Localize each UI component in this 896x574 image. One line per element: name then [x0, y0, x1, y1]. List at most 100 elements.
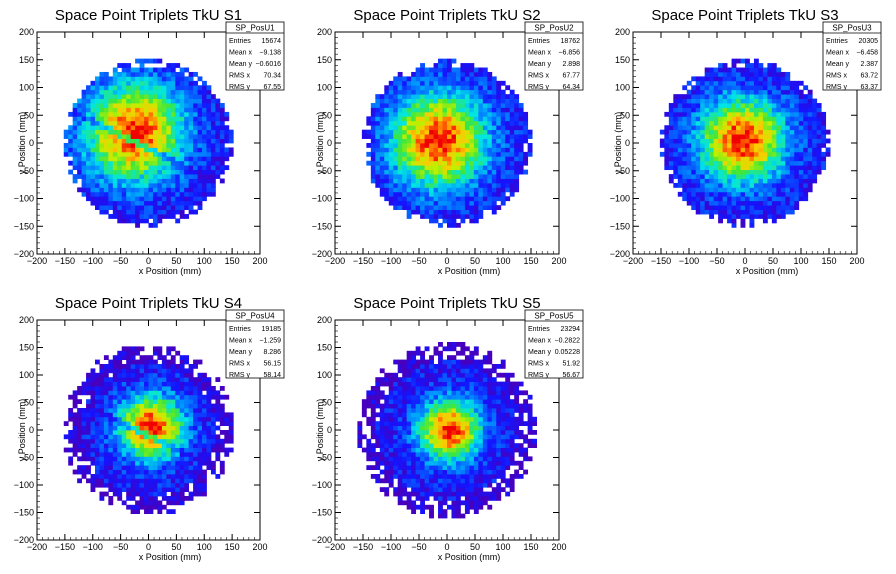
heatmap-cell [72, 165, 78, 171]
heatmap-cell [686, 191, 692, 197]
heatmap-cell [478, 143, 484, 148]
heatmap-cell [704, 209, 710, 215]
heatmap-cell [785, 178, 791, 184]
heatmap-cell [152, 359, 158, 365]
heatmap-cell [709, 169, 715, 175]
heatmap-cell [753, 129, 759, 135]
heatmap-cell [776, 165, 782, 171]
heatmap-cell [370, 430, 376, 435]
heatmap-cell [148, 71, 154, 77]
heatmap-cell [411, 191, 417, 197]
heatmap-cell [514, 143, 520, 148]
heatmap-cell [429, 182, 434, 188]
heatmap-cell [402, 111, 408, 117]
heatmap-cell [379, 120, 385, 126]
heatmap-cell [202, 443, 207, 448]
heatmap-cell [464, 156, 470, 162]
heatmap-cell [420, 143, 425, 148]
heatmap-cell [402, 116, 408, 122]
heatmap-cell [135, 191, 140, 197]
heatmap-cell [144, 474, 149, 479]
heatmap-cell [758, 71, 764, 77]
heatmap-cell [686, 151, 692, 157]
heatmap-cell [718, 129, 723, 135]
heatmap-cell [135, 408, 140, 413]
heatmap-cell [90, 456, 96, 462]
heatmap-cell [718, 85, 723, 91]
heatmap-cell [713, 85, 719, 91]
heatmap-cell [411, 94, 417, 99]
heatmap-cell [103, 200, 109, 206]
heatmap-cell [130, 111, 136, 117]
heatmap-cell [695, 103, 701, 108]
heatmap-cell [731, 67, 737, 73]
heatmap-cell [415, 129, 421, 135]
heatmap-cell [77, 478, 82, 484]
heatmap-cell [370, 390, 376, 396]
heatmap-cell [745, 71, 750, 77]
heatmap-cell [718, 196, 723, 202]
heatmap-cell [415, 151, 421, 157]
heatmap-cell [197, 478, 203, 484]
heatmap-cell [753, 147, 759, 153]
heatmap-cell [161, 474, 167, 479]
heatmap-cell [433, 134, 439, 139]
heatmap-cell [121, 456, 127, 462]
heatmap-cell [664, 151, 670, 157]
heatmap-cell [170, 214, 176, 219]
heatmap-cell [117, 452, 123, 457]
heatmap-cell [179, 478, 185, 484]
heatmap-cell [798, 165, 804, 171]
heatmap-cell [94, 465, 100, 470]
heatmap-cell [99, 372, 105, 378]
heatmap-cell [184, 76, 190, 82]
heatmap-cell [135, 447, 140, 453]
heatmap-cell [727, 218, 732, 224]
heatmap-cell [202, 447, 207, 453]
heatmap-cell [464, 98, 470, 104]
heatmap-cell [126, 67, 132, 73]
y-tick-label: −150 [14, 508, 34, 518]
heatmap-cell [411, 169, 417, 175]
heatmap-cell [117, 456, 123, 462]
heatmap-cell [175, 390, 181, 396]
heatmap-cell [126, 143, 132, 148]
heatmap-cell [668, 143, 674, 148]
heatmap-cell [228, 434, 234, 440]
heatmap-cell [677, 134, 683, 139]
heatmap-cell [722, 187, 728, 193]
heatmap-cell [139, 107, 145, 113]
heatmap-cell [117, 386, 123, 391]
y-tick-label: −100 [14, 194, 34, 204]
heatmap-cell [785, 196, 791, 202]
heatmap-cell [94, 205, 100, 210]
heatmap-cell [731, 71, 737, 77]
heatmap-cell [393, 456, 399, 462]
heatmap-cell [695, 129, 701, 135]
heatmap-cell [81, 412, 87, 418]
heatmap-cell [447, 116, 452, 122]
heatmap-cell [491, 196, 497, 202]
heatmap-cell [148, 67, 154, 73]
heatmap-cell [771, 120, 777, 126]
heatmap-cell [161, 416, 167, 422]
heatmap-cell [179, 482, 185, 488]
heatmap-cell [807, 160, 813, 166]
heatmap-cell [117, 214, 123, 219]
y-tick-label: −200 [610, 249, 630, 259]
heatmap-cell [81, 89, 87, 95]
stats-label: Mean y [229, 349, 252, 356]
heatmap-cell [767, 156, 773, 162]
heatmap-cell [219, 134, 225, 139]
heatmap-cell [438, 156, 443, 162]
heatmap-cell [695, 143, 701, 148]
heatmap-cell [731, 134, 737, 139]
heatmap-cell [193, 85, 198, 91]
heatmap-cell [478, 67, 484, 73]
heatmap-cell [388, 434, 394, 440]
heatmap-cell [388, 116, 394, 122]
heatmap-cell [206, 408, 212, 413]
heatmap-cell [722, 98, 728, 104]
heatmap-cell [210, 416, 216, 422]
heatmap-cell [135, 443, 140, 448]
